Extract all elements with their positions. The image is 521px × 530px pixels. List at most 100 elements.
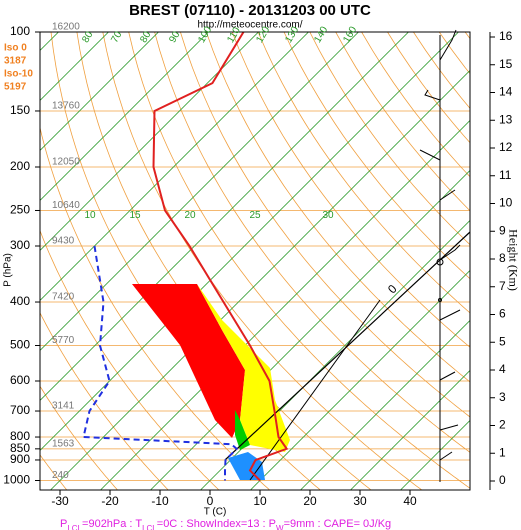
theta-label: 80 xyxy=(80,29,95,45)
geopotential-label: 240 xyxy=(52,470,69,481)
profile-line xyxy=(152,32,289,482)
x-tick-label: -30 xyxy=(51,494,69,508)
x-tick-label: 30 xyxy=(353,494,367,508)
y-tick-label: 900 xyxy=(10,452,30,466)
height-tick-label: 16 xyxy=(499,29,513,43)
geopotential-label: 3141 xyxy=(52,401,75,412)
chart-title: BREST (07110) - 20131203 00 UTC xyxy=(129,2,371,19)
x-tick-label: -10 xyxy=(151,494,169,508)
height-tick-label: 14 xyxy=(499,85,513,99)
footer-part: LCL xyxy=(142,524,157,530)
isotherm xyxy=(40,32,209,202)
dry-adiabat xyxy=(128,32,470,489)
dry-adiabat xyxy=(40,229,220,490)
isotherm xyxy=(40,32,309,302)
footer-part: LCL xyxy=(67,524,82,530)
footer-part: =9mm : CAPE= 0J/Kg xyxy=(284,518,392,530)
footer-part: W xyxy=(276,524,284,530)
theta-label: 80 xyxy=(138,29,153,45)
footer-part: =0C : ShowIndex=13 : P xyxy=(157,518,276,530)
x-tick-label: -20 xyxy=(101,494,119,508)
height-tick-label: 0 xyxy=(499,473,506,487)
height-tick-label: 9 xyxy=(499,223,506,237)
isotherm xyxy=(40,32,359,352)
geopotential-label: 12050 xyxy=(52,157,80,168)
dry-adiabat xyxy=(40,385,118,490)
geopotential-label: 1563 xyxy=(52,438,75,449)
x-tick-label: 20 xyxy=(303,494,317,508)
height-tick-label: 8 xyxy=(499,251,506,265)
y-tick-label: 700 xyxy=(10,403,30,417)
geopotential-label: 7420 xyxy=(52,292,75,303)
height-tick-label: 15 xyxy=(499,57,513,71)
y-tick-label: 200 xyxy=(10,159,30,173)
dry-adiabat xyxy=(283,32,470,280)
height-tick-label: 7 xyxy=(499,279,506,293)
freezing-level: Iso 0 xyxy=(4,43,27,54)
moist-adiabat-label: 15 xyxy=(129,210,141,221)
height-tick-label: 4 xyxy=(499,362,506,376)
dry-adiabat xyxy=(154,32,470,453)
moist-adiabat-label: 30 xyxy=(322,210,334,221)
theta-label: 70 xyxy=(109,29,124,45)
freezing-level: Iso-10 xyxy=(4,69,33,80)
dry-adiabat xyxy=(231,32,470,348)
dry-adiabat xyxy=(40,312,169,490)
footer-part: P xyxy=(60,518,67,530)
dry-adiabat xyxy=(205,32,470,383)
isotherm xyxy=(250,269,470,490)
y-tick-label: 250 xyxy=(10,203,30,217)
x-tick-label: 40 xyxy=(403,494,417,508)
parcel-line xyxy=(224,231,470,461)
height-tick-label: 13 xyxy=(499,112,513,126)
moist-adiabat-label: 20 xyxy=(184,210,196,221)
dry-adiabat xyxy=(40,454,68,490)
isotherm xyxy=(350,369,470,490)
y-tick-label: 150 xyxy=(10,103,30,117)
y-tick-label: 100 xyxy=(10,24,30,38)
height-axis-label: Height (Km) xyxy=(506,229,520,291)
y-axis-label: P (hPa) xyxy=(3,253,14,287)
negative-area xyxy=(132,284,245,438)
dry-adiabat xyxy=(180,32,470,418)
isotherm xyxy=(40,32,159,152)
plot-frame xyxy=(39,31,471,491)
height-tick-label: 1 xyxy=(499,445,506,459)
isotherm xyxy=(50,69,470,490)
geopotential-label: 5770 xyxy=(52,335,75,346)
isotherm xyxy=(40,32,409,402)
wind-column xyxy=(419,29,461,482)
footer: PLCL=902hPa : TLCL=0C : ShowIndex=13 : P… xyxy=(60,518,391,530)
geopotential-label: 13760 xyxy=(52,101,80,112)
y-tick-label: 400 xyxy=(10,294,30,308)
theta-label: 90 xyxy=(167,29,182,45)
y-tick-label: 300 xyxy=(10,238,30,252)
x-axis-label: T (C) xyxy=(204,507,227,518)
chart-subtitle: http://meteocentre.com/ xyxy=(197,20,302,31)
height-tick-label: 3 xyxy=(499,390,506,404)
freezing-level: 5197 xyxy=(4,82,27,93)
isotherm xyxy=(40,32,259,252)
geopotential-label: 16200 xyxy=(52,22,80,33)
isotherm xyxy=(40,32,459,452)
geopotential-label: 9430 xyxy=(52,236,75,247)
dry-adiabat xyxy=(309,32,470,246)
profile-line xyxy=(82,245,239,481)
x-tick-label: 10 xyxy=(253,494,267,508)
parcel-line xyxy=(249,299,381,481)
isotherm xyxy=(100,119,470,490)
height-tick-label: 12 xyxy=(499,140,513,154)
moist-adiabat-label: 25 xyxy=(249,210,261,221)
y-tick-label: 1000 xyxy=(3,473,30,487)
y-tick-label: 500 xyxy=(10,338,30,352)
footer-part: =902hPa : T xyxy=(82,518,142,530)
y-tick-label: 850 xyxy=(10,441,30,455)
height-tick-label: 2 xyxy=(499,418,506,432)
moist-adiabat-label: 10 xyxy=(84,210,96,221)
height-tick-label: 6 xyxy=(499,307,506,321)
profiles xyxy=(82,32,289,482)
y-tick-label: 600 xyxy=(10,373,30,387)
freezing-level: 3187 xyxy=(4,56,27,67)
